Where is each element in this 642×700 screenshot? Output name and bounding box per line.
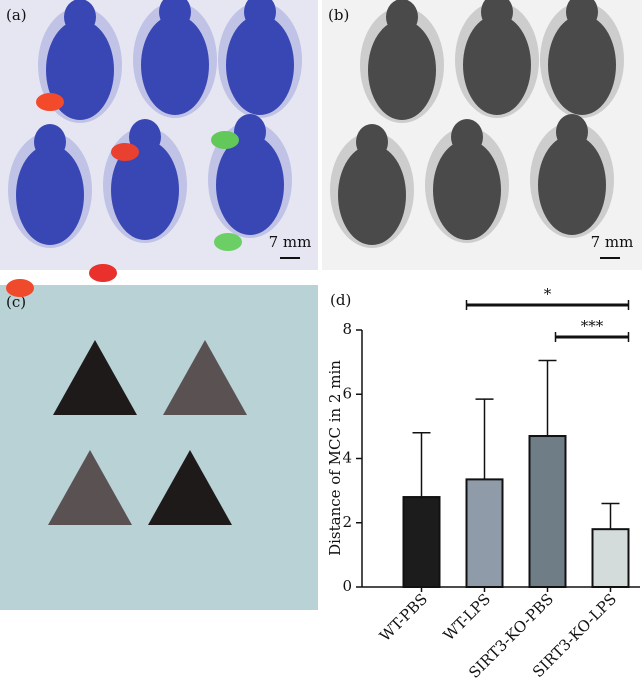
signal: [6, 279, 34, 297]
significance-label: ***: [581, 317, 604, 335]
specimen: [46, 20, 114, 120]
panel-label: (c): [6, 293, 26, 311]
specimen-snout: [481, 0, 513, 30]
specimen: [141, 15, 209, 115]
y-tick-label: 8: [342, 320, 352, 338]
specimen: [338, 145, 406, 245]
panel-c-image: [0, 285, 318, 610]
specimen-snout: [234, 114, 266, 150]
y-tick-label: 2: [342, 513, 352, 531]
x-tick-label: WT-LPS: [440, 590, 494, 644]
specimen-snout: [356, 124, 388, 160]
signal: [214, 233, 242, 251]
significance-label: *: [544, 285, 552, 303]
specimen-snout: [451, 119, 483, 155]
signal: [211, 131, 239, 149]
bar: [402, 496, 441, 588]
signal: [111, 143, 139, 161]
signal: [36, 93, 64, 111]
specimen: [463, 15, 531, 115]
bar: [465, 478, 504, 589]
specimen-photo: [53, 340, 137, 415]
specimen-snout: [386, 0, 418, 35]
specimen: [368, 20, 436, 120]
bar: [528, 435, 567, 589]
specimen: [111, 140, 179, 240]
panel-label: (d): [330, 291, 351, 309]
y-axis-label: Distance of MCC in 2 min: [326, 360, 344, 556]
panel-label: (a): [6, 6, 27, 24]
specimen: [433, 140, 501, 240]
panel-label: (b): [328, 6, 349, 24]
specimen-snout: [129, 119, 161, 155]
specimen: [16, 145, 84, 245]
specimen-photo: [163, 340, 247, 415]
signal: [89, 264, 117, 282]
specimen-photo: [148, 450, 232, 525]
y-tick-label: 4: [342, 449, 352, 467]
specimen: [538, 135, 606, 235]
specimen: [216, 135, 284, 235]
specimen-snout: [556, 114, 588, 150]
x-tick-label: WT-PBS: [376, 590, 431, 645]
specimen: [548, 15, 616, 115]
specimen-snout: [64, 0, 96, 35]
specimen-snout: [34, 124, 66, 160]
scale-bar-label: 7 mm: [269, 233, 312, 251]
specimen-snout: [566, 0, 598, 30]
y-tick-label: 0: [342, 577, 352, 595]
specimen-snout: [244, 0, 276, 30]
specimen-photo: [48, 450, 132, 525]
y-tick-label: 6: [342, 384, 352, 402]
scale-bar-label: 7 mm: [591, 233, 634, 251]
specimen-snout: [159, 0, 191, 30]
specimen: [226, 15, 294, 115]
bar: [591, 528, 630, 588]
